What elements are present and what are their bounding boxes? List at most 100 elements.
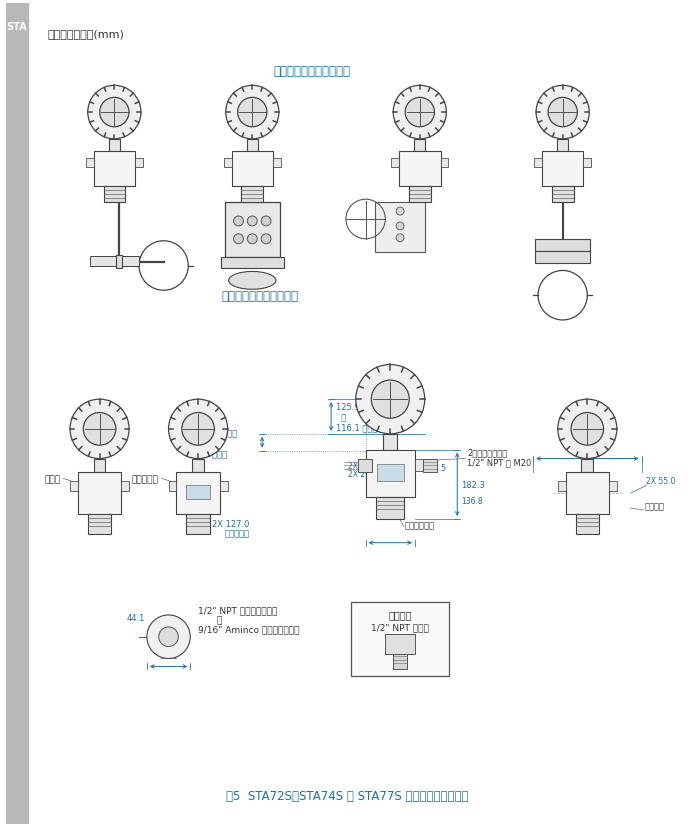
Text: 182.3: 182.3 (461, 480, 485, 489)
Bar (221, 258, 284, 269)
Circle shape (100, 99, 129, 128)
Bar (93, 152, 135, 187)
Bar (93, 459, 105, 473)
Bar (224, 159, 232, 167)
Bar (376, 203, 425, 253)
Circle shape (406, 99, 435, 128)
Bar (376, 498, 404, 519)
Text: 其他连接: 其他连接 (388, 609, 412, 619)
Text: 1/2" NPT 外螺纹: 1/2" NPT 外螺纹 (371, 623, 429, 632)
Bar (186, 514, 210, 534)
Circle shape (158, 627, 179, 647)
Bar (376, 465, 404, 481)
Circle shape (147, 615, 190, 659)
Bar (135, 159, 143, 167)
Bar (86, 159, 93, 167)
Bar (169, 481, 176, 492)
Bar (121, 481, 129, 492)
Bar (176, 473, 220, 514)
Bar (273, 159, 281, 167)
Bar (423, 459, 437, 473)
Bar (535, 239, 590, 252)
Bar (78, 473, 121, 514)
Text: 125.9 带可选显示
  或
116.1 无显示: 125.9 带可选显示 或 116.1 无显示 (336, 402, 388, 432)
Circle shape (234, 234, 244, 244)
Circle shape (226, 86, 279, 140)
Circle shape (261, 234, 271, 244)
Bar (104, 187, 125, 203)
Circle shape (558, 400, 617, 459)
Text: 9/16" Aminco 内螺纹压力连接: 9/16" Aminco 内螺纹压力连接 (198, 625, 300, 634)
Bar (535, 252, 590, 263)
Circle shape (261, 217, 271, 227)
Text: 带可选显示: 带可选显示 (131, 474, 158, 484)
Bar (557, 140, 568, 152)
Circle shape (83, 413, 116, 445)
Bar (383, 434, 397, 450)
Bar (6, 4, 28, 824)
Circle shape (182, 413, 215, 445)
Bar (225, 203, 280, 258)
Text: 旋转锁紧: 旋转锁紧 (644, 502, 664, 510)
Text: 无显示: 无显示 (44, 474, 60, 484)
Circle shape (70, 400, 129, 459)
Circle shape (396, 234, 404, 243)
Text: 110.0: 110.0 (576, 444, 599, 453)
Bar (534, 159, 542, 167)
Bar (192, 459, 204, 473)
Text: 38.1: 38.1 (159, 652, 178, 661)
Bar (88, 514, 111, 534)
Bar (365, 450, 415, 498)
Text: 安装图：（在线式设计）: 安装图：（在线式设计） (273, 65, 350, 78)
Circle shape (237, 99, 267, 128)
Circle shape (169, 400, 228, 459)
Bar (552, 187, 574, 203)
Bar (441, 159, 448, 167)
Circle shape (88, 86, 141, 140)
Bar (220, 481, 228, 492)
Text: 1/2" NPT 内螺纹压力连接: 1/2" NPT 内螺纹压力连接 (198, 605, 277, 614)
Ellipse shape (228, 272, 276, 290)
Bar (542, 152, 583, 187)
Text: 2X 14.20: 2X 14.20 (348, 462, 383, 471)
Bar (415, 140, 425, 152)
Bar (415, 460, 423, 471)
Circle shape (571, 413, 603, 445)
Circle shape (396, 223, 404, 230)
Bar (242, 187, 263, 203)
Circle shape (536, 86, 590, 140)
Text: 136.8: 136.8 (461, 497, 483, 505)
Bar (90, 257, 139, 266)
Circle shape (548, 99, 577, 128)
Text: 2X 127.0: 2X 127.0 (212, 519, 249, 528)
Bar (385, 634, 415, 654)
Bar (558, 481, 565, 492)
Text: 尺寸图：（在线式设计）: 尺寸图：（在线式设计） (221, 289, 299, 302)
Bar (391, 159, 399, 167)
Bar (399, 152, 441, 187)
Bar (609, 481, 617, 492)
Bar (576, 514, 599, 534)
Text: 45.5: 45.5 (430, 464, 446, 473)
Circle shape (393, 86, 446, 140)
Text: 或: 或 (217, 615, 222, 624)
Text: STA: STA (6, 22, 27, 32)
Text: 2X 20.30: 2X 20.30 (348, 469, 383, 479)
Bar (116, 255, 122, 269)
Bar (351, 602, 449, 676)
Bar (70, 481, 78, 492)
Circle shape (247, 217, 257, 227)
Circle shape (396, 208, 404, 216)
Text: 基接头间距: 基接头间距 (224, 529, 249, 538)
Text: 2X 55.0: 2X 55.0 (646, 477, 676, 486)
Circle shape (372, 381, 409, 419)
Text: 62.6 带可选显示
  或
52.7 无显示: 62.6 带可选显示 或 52.7 无显示 (191, 428, 237, 458)
Bar (358, 459, 372, 473)
Bar (409, 187, 430, 203)
Text: 63.3: 63.3 (381, 377, 399, 386)
Circle shape (234, 217, 244, 227)
Bar (186, 485, 210, 500)
Bar (232, 152, 273, 187)
Text: 2个电气接口可选
1/2" NPT 或 M20: 2个电气接口可选 1/2" NPT 或 M20 (467, 447, 531, 467)
Circle shape (356, 365, 425, 434)
